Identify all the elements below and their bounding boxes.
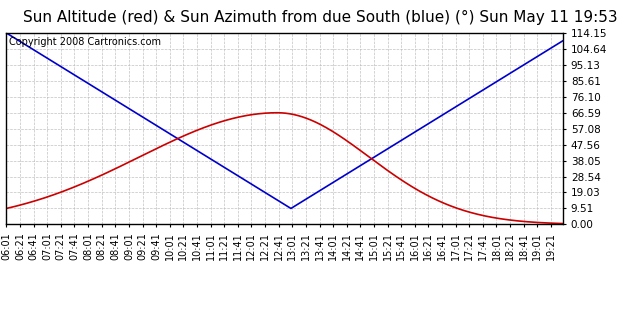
Text: Sun Altitude (red) & Sun Azimuth from due South (blue) (°) Sun May 11 19:53: Sun Altitude (red) & Sun Azimuth from du… [22,10,618,25]
Text: Copyright 2008 Cartronics.com: Copyright 2008 Cartronics.com [9,37,161,47]
